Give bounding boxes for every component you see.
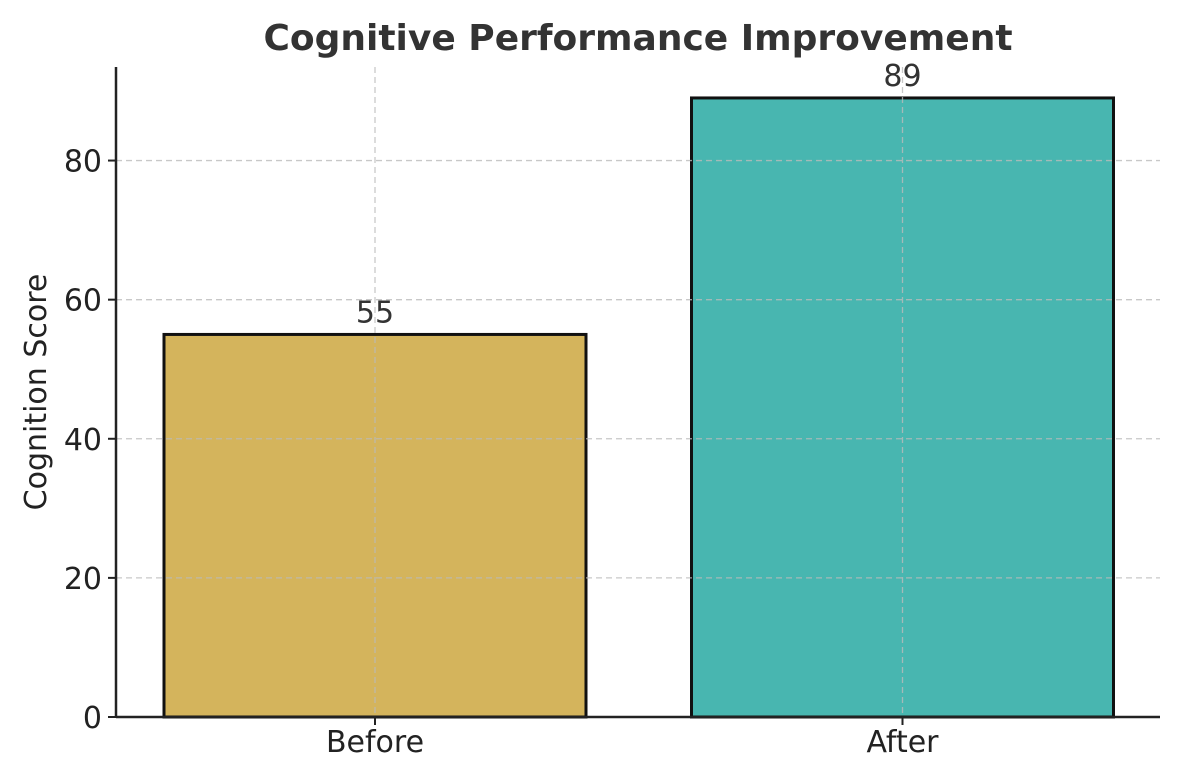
data-label: 89 [883,59,921,94]
y-tick-label: 60 [64,284,102,319]
y-tick-label: 20 [64,562,102,597]
x-tick-label: Before [326,725,424,760]
y-tick-label: 0 [83,701,102,736]
y-axis-label: Cognition Score [19,274,54,511]
data-label: 55 [356,295,394,330]
chart-title: Cognitive Performance Improvement [263,18,1012,59]
y-tick-label: 40 [64,423,102,458]
y-tick-label: 80 [64,145,102,180]
x-tick-label: After [866,725,939,760]
